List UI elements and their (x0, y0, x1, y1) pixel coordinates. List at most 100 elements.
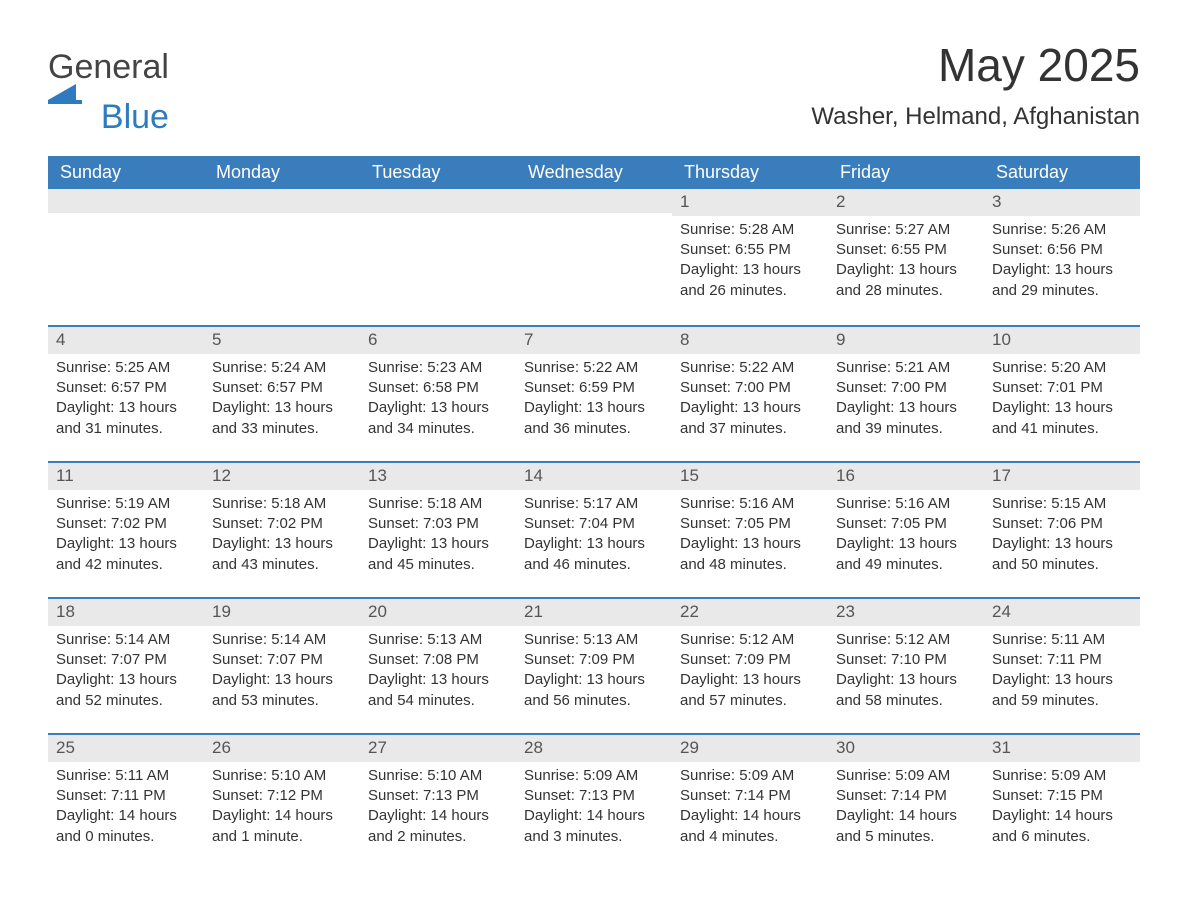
day-detail: Sunrise: 5:09 AM (832, 766, 976, 786)
detail-value: 7:00 PM (891, 379, 947, 396)
day-detail: Sunrise: 5:17 AM (520, 494, 664, 514)
day-number: 8 (672, 327, 828, 354)
detail-label: Sunrise: (680, 767, 739, 784)
calendar-day: 14Sunrise: 5:17 AMSunset: 7:04 PMDayligh… (516, 463, 672, 589)
detail-value: 5:11 AM (115, 767, 169, 784)
day-detail: Sunset: 6:57 PM (52, 378, 196, 398)
day-detail: Sunrise: 5:10 AM (364, 766, 508, 786)
day-number: 7 (516, 327, 672, 354)
detail-label: Sunset: (56, 515, 111, 532)
day-detail: Sunset: 7:10 PM (832, 650, 976, 670)
day-detail: Daylight: 14 hours and 6 minutes. (988, 806, 1132, 847)
day-detail: Sunset: 7:00 PM (676, 378, 820, 398)
detail-value: 5:19 AM (115, 495, 170, 512)
calendar-day: 7Sunrise: 5:22 AMSunset: 6:59 PMDaylight… (516, 327, 672, 453)
day-number: 1 (672, 189, 828, 216)
calendar-day: 12Sunrise: 5:18 AMSunset: 7:02 PMDayligh… (204, 463, 360, 589)
detail-value: 5:18 AM (271, 495, 326, 512)
day-number: 25 (48, 735, 204, 762)
detail-label: Daylight: (524, 399, 587, 416)
day-number: 3 (984, 189, 1140, 216)
day-detail: Daylight: 13 hours and 39 minutes. (832, 398, 976, 439)
day-detail: Daylight: 13 hours and 42 minutes. (52, 534, 196, 575)
calendar-week: 18Sunrise: 5:14 AMSunset: 7:07 PMDayligh… (48, 597, 1140, 725)
detail-value: 5:24 AM (271, 359, 326, 376)
detail-label: Sunset: (56, 379, 111, 396)
day-detail: Daylight: 13 hours and 41 minutes. (988, 398, 1132, 439)
day-detail: Sunrise: 5:26 AM (988, 220, 1132, 240)
brand-logo: General Blue (48, 50, 169, 134)
detail-value: 7:15 PM (1047, 787, 1103, 804)
day-detail: Sunset: 7:12 PM (208, 786, 352, 806)
detail-value: 7:02 PM (267, 515, 323, 532)
detail-value: 6:57 PM (267, 379, 323, 396)
calendar-day: 4Sunrise: 5:25 AMSunset: 6:57 PMDaylight… (48, 327, 204, 453)
detail-value: 5:23 AM (427, 359, 482, 376)
day-detail: Daylight: 13 hours and 37 minutes. (676, 398, 820, 439)
day-detail: Sunset: 6:55 PM (676, 240, 820, 260)
day-number: 11 (48, 463, 204, 490)
day-detail: Daylight: 14 hours and 2 minutes. (364, 806, 508, 847)
detail-value: 5:16 AM (739, 495, 794, 512)
day-number: 12 (204, 463, 360, 490)
day-detail: Sunset: 7:01 PM (988, 378, 1132, 398)
detail-label: Sunrise: (680, 221, 739, 238)
calendar-day: 15Sunrise: 5:16 AMSunset: 7:05 PMDayligh… (672, 463, 828, 589)
detail-value: 7:13 PM (579, 787, 635, 804)
detail-label: Sunset: (680, 787, 735, 804)
detail-label: Daylight: (680, 807, 743, 824)
weekday-header: Thursday (672, 156, 828, 189)
detail-value: 7:13 PM (423, 787, 479, 804)
day-detail: Sunrise: 5:12 AM (832, 630, 976, 650)
detail-value: 5:10 AM (271, 767, 326, 784)
detail-value: 6:56 PM (1047, 241, 1103, 258)
detail-label: Sunset: (524, 379, 579, 396)
calendar: SundayMondayTuesdayWednesdayThursdayFrid… (48, 156, 1140, 861)
detail-label: Sunrise: (368, 495, 427, 512)
detail-value: 5:09 AM (583, 767, 638, 784)
calendar-day: 17Sunrise: 5:15 AMSunset: 7:06 PMDayligh… (984, 463, 1140, 589)
weekday-header: Sunday (48, 156, 204, 189)
calendar-week: 1Sunrise: 5:28 AMSunset: 6:55 PMDaylight… (48, 189, 1140, 317)
detail-label: Sunrise: (992, 767, 1051, 784)
detail-label: Daylight: (56, 535, 119, 552)
day-detail: Sunrise: 5:22 AM (520, 358, 664, 378)
calendar-day: 30Sunrise: 5:09 AMSunset: 7:14 PMDayligh… (828, 735, 984, 861)
day-number: 27 (360, 735, 516, 762)
calendar-day: 16Sunrise: 5:16 AMSunset: 7:05 PMDayligh… (828, 463, 984, 589)
day-detail: Sunset: 7:03 PM (364, 514, 508, 534)
calendar-day: 18Sunrise: 5:14 AMSunset: 7:07 PMDayligh… (48, 599, 204, 725)
day-detail: Sunset: 7:07 PM (52, 650, 196, 670)
day-number: 26 (204, 735, 360, 762)
detail-value: 7:07 PM (267, 651, 323, 668)
calendar-page: General Blue May 2025 Washer, Helmand, A… (0, 0, 1188, 918)
detail-label: Daylight: (992, 399, 1055, 416)
day-detail: Daylight: 14 hours and 5 minutes. (832, 806, 976, 847)
calendar-day: 21Sunrise: 5:13 AMSunset: 7:09 PMDayligh… (516, 599, 672, 725)
day-detail: Daylight: 13 hours and 31 minutes. (52, 398, 196, 439)
detail-value: 6:57 PM (111, 379, 167, 396)
day-number: 18 (48, 599, 204, 626)
day-detail: Daylight: 13 hours and 45 minutes. (364, 534, 508, 575)
detail-value: 7:07 PM (111, 651, 167, 668)
day-detail: Sunrise: 5:20 AM (988, 358, 1132, 378)
detail-value: 7:02 PM (111, 515, 167, 532)
detail-label: Daylight: (992, 807, 1055, 824)
day-detail: Daylight: 13 hours and 53 minutes. (208, 670, 352, 711)
detail-label: Sunrise: (368, 631, 427, 648)
day-number: 22 (672, 599, 828, 626)
day-detail: Daylight: 13 hours and 28 minutes. (832, 260, 976, 301)
detail-label: Daylight: (524, 671, 587, 688)
detail-value: 7:10 PM (891, 651, 947, 668)
detail-label: Sunrise: (680, 631, 739, 648)
detail-label: Sunset: (212, 379, 267, 396)
detail-label: Daylight: (680, 671, 743, 688)
detail-label: Sunrise: (524, 631, 583, 648)
detail-label: Sunset: (368, 651, 423, 668)
calendar-day: 26Sunrise: 5:10 AMSunset: 7:12 PMDayligh… (204, 735, 360, 861)
detail-label: Sunset: (680, 515, 735, 532)
detail-label: Sunset: (836, 651, 891, 668)
weekday-header: Wednesday (516, 156, 672, 189)
detail-label: Daylight: (836, 399, 899, 416)
detail-label: Sunrise: (524, 359, 583, 376)
